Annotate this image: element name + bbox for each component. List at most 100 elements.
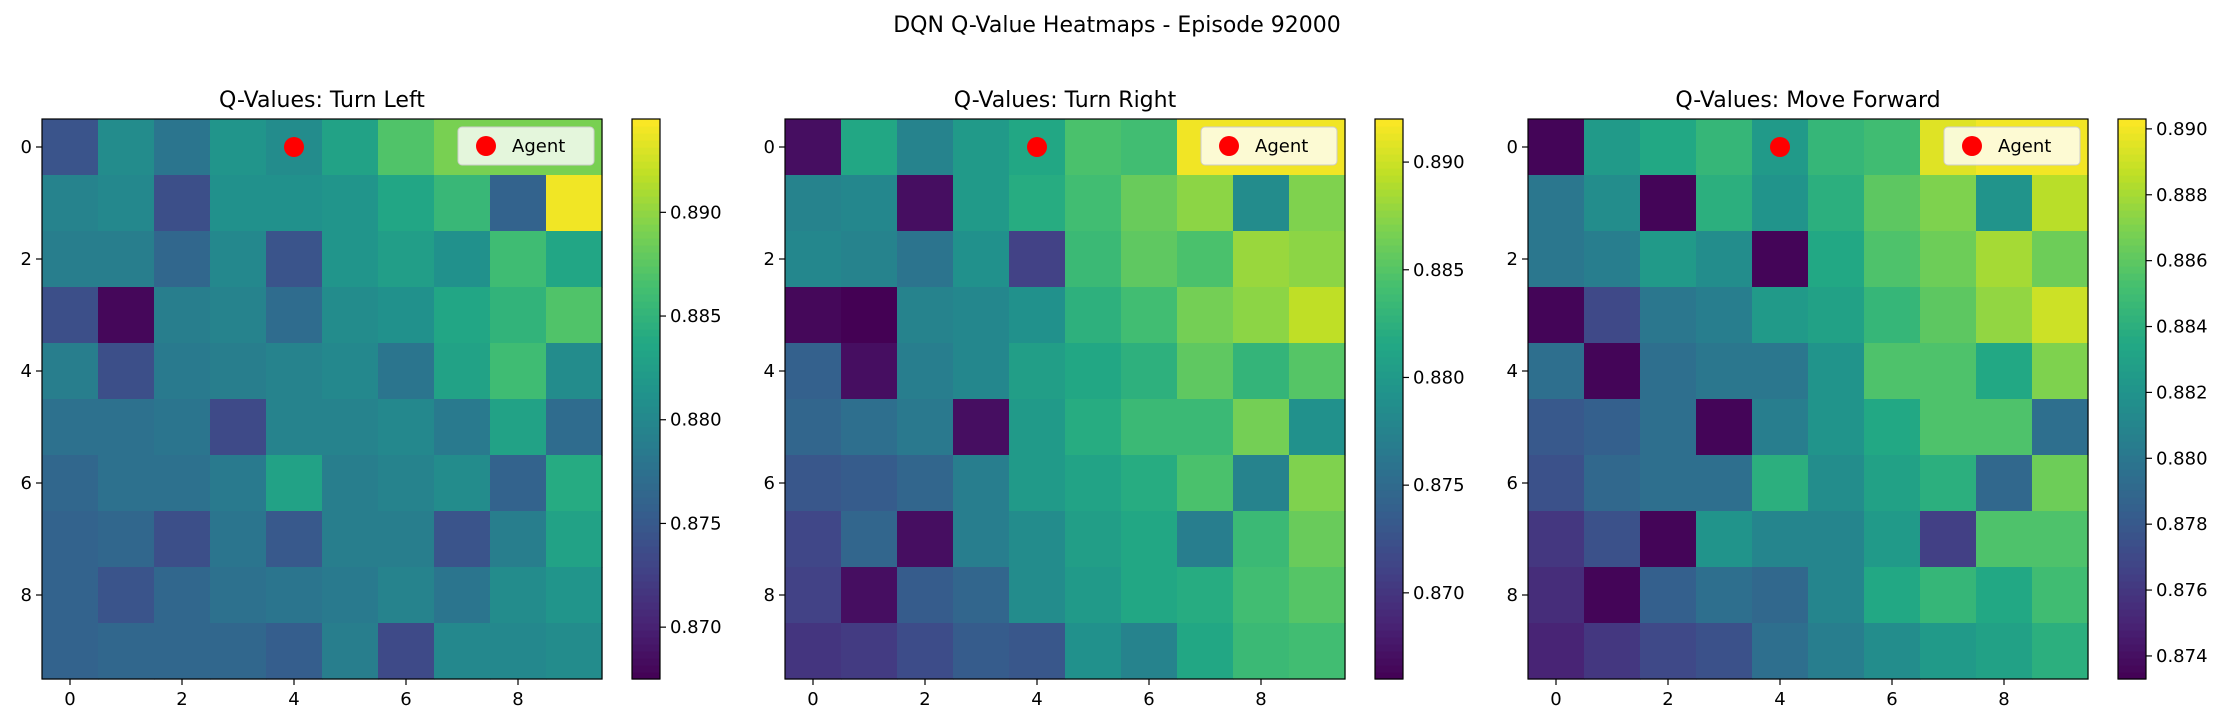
colorbar-segment bbox=[1375, 161, 1403, 169]
colorbar-segment bbox=[632, 182, 660, 190]
heatmap-cell bbox=[897, 455, 954, 512]
heatmap-cell bbox=[266, 511, 323, 568]
colorbar-segment bbox=[632, 280, 660, 288]
heatmap-cell bbox=[1584, 343, 1641, 400]
heatmap-cell bbox=[1752, 343, 1809, 400]
heatmap-cell bbox=[1976, 231, 2033, 288]
heatmap-cell bbox=[1009, 175, 1066, 232]
colorbar-segment bbox=[1375, 119, 1403, 127]
heatmap-cell bbox=[1009, 399, 1066, 456]
heatmap-cell bbox=[1640, 567, 1697, 624]
colorbar-segment bbox=[2118, 448, 2146, 456]
colorbar-segment bbox=[1375, 301, 1403, 309]
heatmap-cell bbox=[42, 623, 99, 680]
colorbar-segment bbox=[2118, 434, 2146, 442]
heatmap-cell bbox=[378, 343, 435, 400]
heatmap-cell bbox=[1065, 175, 1122, 232]
heatmap-cell bbox=[42, 343, 99, 400]
colorbar-segment bbox=[1375, 644, 1403, 652]
colorbar-segment bbox=[2118, 357, 2146, 365]
heatmap-cell bbox=[1920, 567, 1977, 624]
y-tick-label: 4 bbox=[1507, 361, 1518, 382]
plot-frame bbox=[784, 118, 1346, 680]
heatmap-cell bbox=[42, 175, 99, 232]
heatmap-cell bbox=[1808, 287, 1865, 344]
colorbar-segment bbox=[632, 301, 660, 309]
colorbar-segment bbox=[1375, 560, 1403, 568]
heatmap-cell bbox=[2032, 567, 2089, 624]
legend-agent-marker bbox=[1219, 136, 1239, 156]
x-tick-label: 6 bbox=[1886, 689, 1897, 710]
heatmap-cell bbox=[1289, 175, 1346, 232]
figure-title: DQN Q-Value Heatmaps - Episode 92000 bbox=[893, 13, 1341, 38]
colorbar-segment bbox=[632, 329, 660, 337]
heatmap-cell bbox=[546, 567, 603, 624]
heatmap-cell bbox=[378, 287, 435, 344]
colorbar-segment bbox=[1375, 364, 1403, 372]
heatmap-cell bbox=[154, 343, 211, 400]
heatmap-cell bbox=[1065, 455, 1122, 512]
colorbar-segment bbox=[632, 630, 660, 638]
heatmap-cell bbox=[1808, 511, 1865, 568]
heatmap-cell bbox=[378, 567, 435, 624]
colorbar-segment bbox=[1375, 511, 1403, 519]
heatmap-cell bbox=[1640, 511, 1697, 568]
x-tick-label: 8 bbox=[1255, 689, 1266, 710]
heatmap-cell bbox=[1752, 399, 1809, 456]
colorbar-segment bbox=[1375, 392, 1403, 400]
heatmap-cell bbox=[897, 231, 954, 288]
heatmap-cell bbox=[546, 623, 603, 680]
colorbar-segment bbox=[632, 224, 660, 232]
colorbar-segment bbox=[1375, 238, 1403, 246]
colorbar-segment bbox=[632, 672, 660, 680]
colorbar-segment bbox=[632, 525, 660, 533]
colorbar-segment bbox=[1375, 462, 1403, 470]
heatmap-cell bbox=[1752, 567, 1809, 624]
colorbar-segment bbox=[2118, 413, 2146, 421]
colorbar-segment bbox=[1375, 637, 1403, 645]
colorbar-segment bbox=[1375, 343, 1403, 351]
x-tick-label: 0 bbox=[807, 689, 818, 710]
heatmap-cell bbox=[546, 455, 603, 512]
heatmap-cell bbox=[546, 231, 603, 288]
heatmap-cell bbox=[378, 175, 435, 232]
colorbar-segment bbox=[2118, 119, 2146, 127]
colorbar-tick-label: 0.890 bbox=[2156, 119, 2208, 140]
colorbar-segment bbox=[2118, 126, 2146, 134]
heatmap-cell bbox=[1584, 399, 1641, 456]
heatmap-cell bbox=[785, 623, 842, 680]
heatmap-cell bbox=[1808, 455, 1865, 512]
x-tick-label: 0 bbox=[1550, 689, 1561, 710]
heatmap-cell bbox=[266, 399, 323, 456]
heatmap-cell bbox=[98, 511, 155, 568]
heatmap-cell bbox=[1864, 511, 1921, 568]
colorbar-segment bbox=[1375, 168, 1403, 176]
heatmap-cell bbox=[1640, 343, 1697, 400]
heatmap-cell bbox=[1233, 399, 1290, 456]
heatmap-cell bbox=[1920, 343, 1977, 400]
colorbar-segment bbox=[1375, 378, 1403, 386]
colorbar-segment bbox=[632, 616, 660, 624]
colorbar-segment bbox=[1375, 469, 1403, 477]
heatmap-cell bbox=[210, 399, 267, 456]
heatmap-cell bbox=[1009, 511, 1066, 568]
colorbar-segment bbox=[1375, 595, 1403, 603]
heatmap-cell bbox=[42, 567, 99, 624]
colorbar-segment bbox=[1375, 245, 1403, 253]
heatmap-cell bbox=[1808, 343, 1865, 400]
colorbar-segment bbox=[632, 364, 660, 372]
heatmap-cell bbox=[785, 567, 842, 624]
heatmap-cell bbox=[42, 399, 99, 456]
heatmap-cell bbox=[1177, 511, 1234, 568]
heatmap-cell bbox=[897, 343, 954, 400]
colorbar-frame bbox=[631, 118, 661, 680]
heatmap-cell bbox=[1584, 231, 1641, 288]
colorbar-segment bbox=[632, 140, 660, 148]
colorbar-segment bbox=[632, 476, 660, 484]
heatmap-cell bbox=[154, 455, 211, 512]
heatmap-cell bbox=[1065, 399, 1122, 456]
colorbar-segment bbox=[632, 665, 660, 673]
heatmap-cell bbox=[1640, 455, 1697, 512]
colorbar-segment bbox=[632, 210, 660, 218]
heatmap-cell bbox=[1584, 287, 1641, 344]
